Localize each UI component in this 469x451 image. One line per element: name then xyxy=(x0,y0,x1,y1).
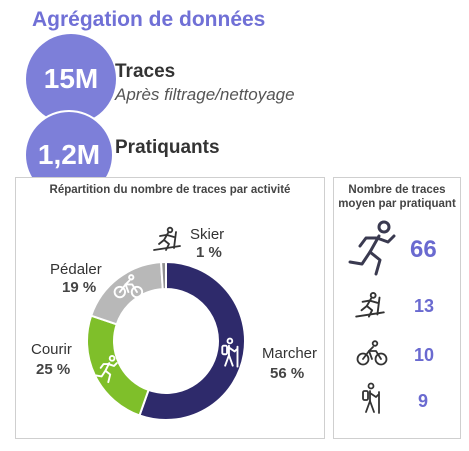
page-title: Agrégation de données xyxy=(32,8,266,31)
avg-value-pedaler: 10 xyxy=(414,345,435,365)
stat-pratiquants-label: Pratiquants xyxy=(115,137,220,158)
legend-label-marcher: Marcher xyxy=(262,345,318,362)
donut-chart-title: Répartition du nombre de traces par acti… xyxy=(49,184,291,196)
runner-icon xyxy=(348,220,396,276)
avg-value-marcher: 9 xyxy=(418,391,429,411)
legend-label-pedaler: Pédaler xyxy=(50,261,102,278)
donut-slice-marcher xyxy=(138,260,246,421)
stat-traces-sublabel: Après filtrage/nettoyage xyxy=(115,85,295,104)
data-label-marcher: 56 % xyxy=(270,365,305,382)
data-label-pedaler: 19 % xyxy=(62,279,97,296)
stat-traces-label: Traces xyxy=(115,61,176,82)
runner-icon xyxy=(94,355,118,384)
skier-icon xyxy=(355,292,385,318)
donut-slice-courir xyxy=(86,314,150,417)
cyclist-icon xyxy=(356,340,388,366)
avg-value-skier: 13 xyxy=(414,296,435,316)
avg-value-courir: 66 xyxy=(410,236,437,263)
stat-traces-badge: 15M xyxy=(26,34,116,124)
legend-label-skier: Skier xyxy=(190,226,225,243)
data-label-skier: 1 % xyxy=(196,244,222,261)
average-traces-title: Nombre de traces moyen par pratiquant xyxy=(338,184,456,210)
hiker-icon xyxy=(221,337,239,368)
donut-slice-skier xyxy=(160,260,167,291)
cyclist-icon xyxy=(113,274,144,299)
data-label-courir: 25 % xyxy=(36,361,71,378)
legend-label-courir: Courir xyxy=(31,341,72,358)
skier-icon xyxy=(153,226,181,251)
average-traces-panel xyxy=(333,177,461,439)
hiker-icon xyxy=(362,382,380,414)
